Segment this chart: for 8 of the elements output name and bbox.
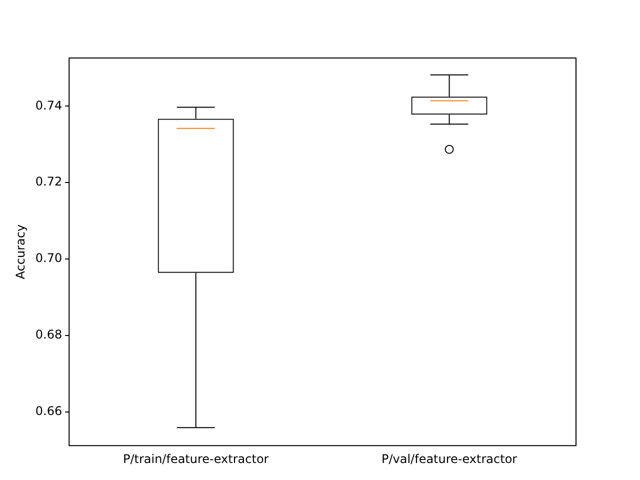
y-tick-label: 0.68 [35,328,62,342]
x-tick-label: P/val/feature-extractor [381,452,518,466]
y-axis-title: Accuracy [13,224,28,280]
x-tick-label: P/train/feature-extractor [122,452,269,466]
y-tick-label: 0.74 [35,98,62,112]
y-tick-label: 0.72 [35,174,62,189]
y-tick-label: 0.66 [35,404,62,418]
y-tick-label: 0.70 [35,251,62,266]
